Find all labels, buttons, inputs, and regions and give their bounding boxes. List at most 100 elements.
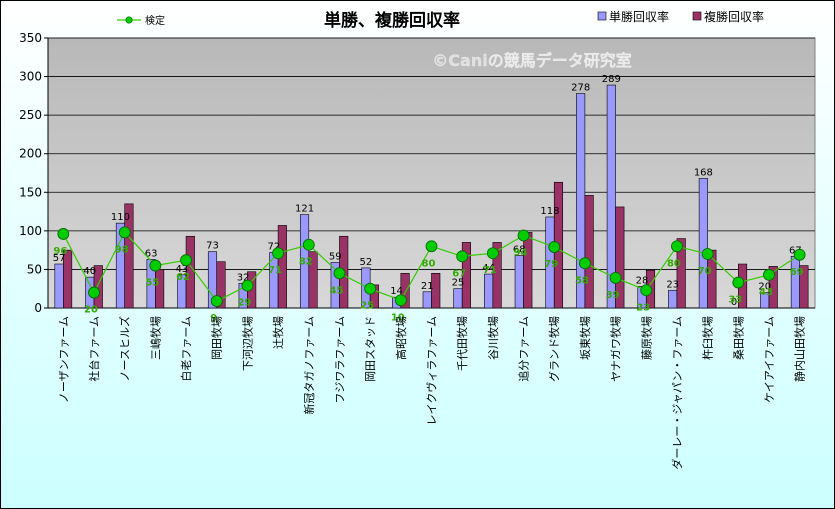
chart-title: 単勝、複勝回収率 [324,10,460,31]
legend-label-fukusho: 複勝回収率 [704,9,764,24]
line-marker [425,240,438,253]
line-marker [640,284,653,297]
bar-data-label: 44 [482,263,495,274]
bar-data-label: 52 [360,257,373,268]
bar-data-label: 121 [295,204,314,215]
line-marker [241,279,254,292]
bar-data-label: 59 [329,251,342,262]
line-marker [579,257,591,270]
line-marker [671,240,683,253]
line-data-label: 69 [790,267,804,278]
bar-data-label: 278 [571,83,590,94]
bar-fukusho [615,206,625,309]
x-category-label: ダーレー・ジャパン・ファーム [670,316,684,470]
bar-data-label: 73 [206,241,219,252]
bar-data-label: 14 [390,286,403,297]
y-tick-label: 50 [27,262,42,276]
line-data-label: 62 [176,272,190,283]
x-category-label: 谷川牧場 [486,316,500,360]
x-category-label: 岡田スタッド [364,316,377,382]
y-tick-label: 250 [19,108,42,122]
line-data-label: 98 [115,244,129,255]
bar-fukusho [431,272,441,309]
bar-data-label: 68 [513,245,526,256]
line-data-label: 9 [210,313,217,324]
line-data-label: 79 [544,259,558,270]
y-tick-label: 150 [19,185,42,199]
y-tick-label: 100 [19,224,42,238]
x-category-label: 杵臼牧場 [701,316,715,360]
bar-data-label: 25 [452,278,465,289]
x-category-label: フジワラファーム [333,316,346,404]
x-category-label: 辻牧場 [271,316,285,349]
x-category-label: 追分ファーム [517,316,531,382]
bar-fukusho [155,269,165,309]
x-category-label: ヤナガワ牧場 [609,316,623,382]
bar-tansho [790,256,800,309]
x-category-label: 新冠タガノファーム [302,316,316,415]
bar-fukusho [768,266,778,309]
x-category-label: レイクヴィラファーム [425,316,439,425]
line-marker [609,272,622,284]
bar-fukusho [461,242,471,309]
line-data-label: 67 [452,268,466,279]
bar-data-label: 110 [111,212,130,223]
line-marker [57,228,70,240]
x-category-label: 桑田牧場 [731,316,745,360]
x-category-label: グランド牧場 [547,316,561,382]
bar-data-label: 289 [602,74,621,85]
x-category-label: 社台ファーム [87,316,101,382]
line-data-label: 55 [145,278,159,289]
bar-data-label: 40 [83,266,96,277]
bar-fukusho [216,261,226,309]
line-marker [701,248,714,260]
line-data-label: 80 [422,258,436,269]
bar-fukusho [492,242,502,309]
line-data-label: 71 [268,265,282,276]
line-data-label: 33 [728,295,742,306]
bar-data-label: 63 [145,248,158,259]
bar-fukusho [308,251,318,309]
bar-fukusho [277,225,287,309]
line-data-label: 96 [53,246,67,257]
x-category-label: 白老ファーム [179,316,193,382]
line-marker [793,248,806,261]
line-marker [88,286,100,299]
x-category-label: 坂東牧場 [578,316,592,360]
bar-data-label: 23 [666,279,679,290]
line-marker [394,294,407,307]
y-tick-label: 200 [19,147,42,161]
bar-data-label: 20 [758,282,771,293]
line-marker [732,276,745,289]
line-marker [517,229,530,242]
bar-tansho [453,288,463,309]
line-marker [272,247,285,260]
line-data-label: 39 [606,290,620,301]
line-data-label: 10 [391,312,405,323]
legend-marker-kentei [125,16,133,24]
line-marker [763,268,775,281]
bar-fukusho [400,272,410,309]
bar-data-label: 43 [175,264,188,275]
line-data-label: 20 [84,305,98,316]
bar-tansho [484,273,494,309]
line-data-label: 82 [299,257,313,268]
legend-label-kentei: 検定 [145,14,165,27]
line-marker [210,295,223,307]
line-data-label: 70 [698,266,712,277]
bar-tansho [606,84,616,309]
bar-data-label: 28 [636,275,649,286]
line-marker [302,238,315,251]
bar-tansho [422,291,432,309]
bar-data-label: 118 [540,206,559,217]
legend-swatch-tansho [597,11,607,21]
line-data-label: 80 [667,258,681,269]
x-category-label: 三嶋牧場 [148,316,162,360]
x-category-label: ノースヒルズ [118,316,132,381]
legend-swatch-fukusho [692,11,702,21]
bar-data-label: 32 [237,272,250,283]
x-category-label: 千代田牧場 [455,316,469,371]
line-data-label: 58 [575,275,589,286]
